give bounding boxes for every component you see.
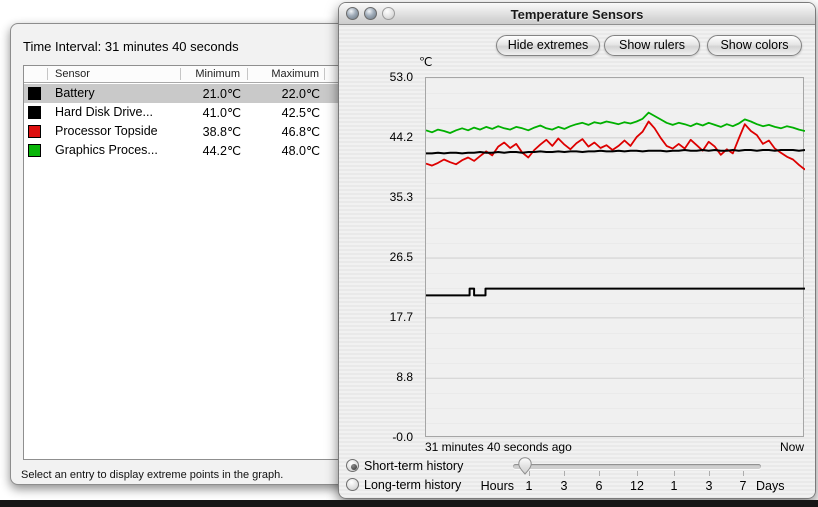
sensor-name: Graphics Proces... (55, 143, 158, 157)
desktop-bottom-strip (0, 500, 818, 507)
sensor-color-swatch (28, 144, 41, 157)
sensor-maximum: 22.0℃ (281, 87, 320, 101)
sensor-maximum: 48.0℃ (281, 144, 320, 158)
y-tick-label: 26.5 (389, 250, 413, 264)
time-interval-window: Time Interval: 31 minutes 40 seconds Sen… (10, 23, 362, 485)
slider-tick-label: 12 (630, 479, 644, 493)
days-label: Days (756, 479, 785, 493)
chart-plot-area (425, 77, 805, 437)
x-axis-labels: 31 minutes 40 seconds ago Now (425, 440, 804, 454)
table-row[interactable]: Processor Topside 38.8℃ 46.8℃ (24, 122, 356, 141)
sensor-name: Hard Disk Drive... (55, 105, 153, 119)
col-header-minimum[interactable]: Minimum (195, 68, 240, 80)
slider-tick-mark (637, 471, 638, 476)
slider-tick-mark (674, 471, 675, 476)
zoom-button[interactable] (382, 7, 395, 20)
y-tick-label: 44.2 (389, 129, 413, 144)
long-term-history-label: Long-term history (364, 478, 462, 492)
sensor-maximum: 42.5℃ (281, 106, 320, 120)
y-tick-label: 17.7 (389, 309, 413, 324)
slider-tick-label: 1 (670, 479, 678, 493)
y-tick-label: -0.0 (392, 430, 413, 444)
show-colors-button[interactable]: Show colors (707, 35, 802, 56)
slider-tick-mark (564, 471, 565, 476)
sensor-name: Processor Topside (55, 124, 158, 138)
y-tick-label: 53.0 (389, 70, 413, 84)
x-axis-right-label: Now (779, 440, 804, 454)
col-header-sensor[interactable]: Sensor (55, 68, 90, 80)
window-title: Temperature Sensors (510, 7, 644, 22)
series-graphics-processor (426, 111, 805, 134)
column-divider (324, 68, 325, 80)
slider-tick-mark (743, 471, 744, 476)
slider-tick-label: 7 (739, 479, 747, 493)
column-divider (180, 68, 181, 80)
column-divider (247, 68, 248, 80)
table-row[interactable]: Graphics Proces... 44.2℃ 48.0℃ (24, 141, 356, 160)
show-rulers-button[interactable]: Show rulers (604, 35, 700, 56)
sensor-name: Battery (55, 86, 95, 100)
short-term-history-label: Short-term history (364, 459, 464, 473)
y-tick-label: 8.8 (396, 370, 413, 385)
close-button[interactable] (346, 7, 359, 20)
slider-tick-mark (599, 471, 600, 476)
hint-text: Select an entry to display extreme point… (21, 469, 284, 481)
sensor-minimum: 38.8℃ (202, 125, 241, 139)
slider-tick-mark (709, 471, 710, 476)
y-tick-label: 35.3 (389, 190, 413, 205)
y-axis-labels: 53.0 44.2 35.3 26.5 17.7 8.8 -0.0 (339, 70, 413, 444)
sensor-minimum: 21.0℃ (202, 87, 241, 101)
temperature-sensors-window: Temperature Sensors Hide extremes Show r… (338, 2, 816, 499)
sensor-minimum: 41.0℃ (202, 106, 241, 120)
series-battery (426, 287, 805, 297)
sensor-minimum: 44.2℃ (202, 144, 241, 158)
temperature-chart (426, 111, 805, 379)
sensor-table: Sensor Minimum Maximum Battery 21.0℃ 22.0℃… (23, 65, 357, 460)
y-axis-unit-label: ℃ (419, 55, 433, 69)
table-row[interactable]: Hard Disk Drive... 41.0℃ 42.5℃ (24, 103, 356, 122)
minimize-button[interactable] (364, 7, 377, 20)
column-divider (47, 68, 48, 80)
time-interval-title: Time Interval: 31 minutes 40 seconds (23, 39, 239, 54)
hours-label: Hours (480, 479, 514, 493)
history-slider-thumb[interactable] (517, 457, 533, 475)
slider-tick-mark (529, 471, 530, 476)
col-header-maximum[interactable]: Maximum (271, 68, 319, 80)
hide-extremes-button[interactable]: Hide extremes (496, 35, 600, 56)
sensor-table-header: Sensor Minimum Maximum (24, 66, 356, 83)
table-row[interactable]: Battery 21.0℃ 22.0℃ (24, 84, 356, 103)
x-axis-left-label: 31 minutes 40 seconds ago (425, 440, 572, 454)
sensor-color-swatch (28, 87, 41, 100)
sensor-maximum: 46.8℃ (281, 125, 320, 139)
slider-tick-label: 6 (595, 479, 603, 493)
series-hard-disk-drive (426, 149, 805, 155)
slider-tick-label: 3 (705, 479, 713, 493)
sensor-color-swatch (28, 106, 41, 119)
sensor-table-rows: Battery 21.0℃ 22.0℃ Hard Disk Drive... 41.0℃… (24, 84, 356, 459)
sensor-color-swatch (28, 125, 41, 138)
titlebar[interactable]: Temperature Sensors (339, 3, 815, 25)
long-term-radio-icon[interactable] (346, 478, 359, 491)
short-term-radio-icon[interactable] (346, 459, 359, 472)
slider-tick-label: 3 (560, 479, 568, 493)
history-slider-track[interactable] (513, 464, 761, 469)
slider-tick-label: 1 (525, 479, 533, 493)
